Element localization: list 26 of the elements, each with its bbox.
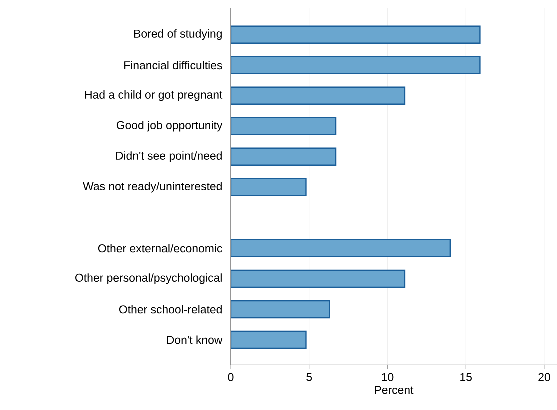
y-tick-label: Don't know <box>167 336 223 344</box>
x-tick-label: 5 <box>306 373 312 382</box>
bar <box>231 239 452 258</box>
y-tick-label: Financial difficulties <box>124 61 222 70</box>
y-tick-label: Didn't see point/need <box>116 152 222 162</box>
bar <box>231 330 307 350</box>
bar <box>231 178 307 197</box>
y-tick-label: Bored of studying <box>134 30 222 40</box>
bar <box>231 117 337 136</box>
x-axis-title: Percent <box>375 386 414 394</box>
bar <box>231 148 337 166</box>
y-tick-label: Had a child or got pregnant <box>85 90 223 102</box>
x-tick-label: 0 <box>228 373 234 382</box>
x-tick-label: 10 <box>382 373 394 382</box>
y-tick-label: Good job opportunity <box>116 121 223 132</box>
y-tick-label: Other external/economic <box>98 244 222 253</box>
y-tick-label: Other personal/psychological <box>76 274 222 284</box>
y-tick-label: Other school-related <box>119 305 222 314</box>
x-tick-label: 20 <box>538 373 550 382</box>
y-tick-label: Was not ready/uninterested <box>83 182 222 193</box>
bar <box>231 270 406 288</box>
bar <box>231 300 330 319</box>
bar <box>231 56 481 74</box>
bar <box>231 86 406 105</box>
bar <box>231 26 481 44</box>
x-tick-label: 15 <box>460 373 472 382</box>
